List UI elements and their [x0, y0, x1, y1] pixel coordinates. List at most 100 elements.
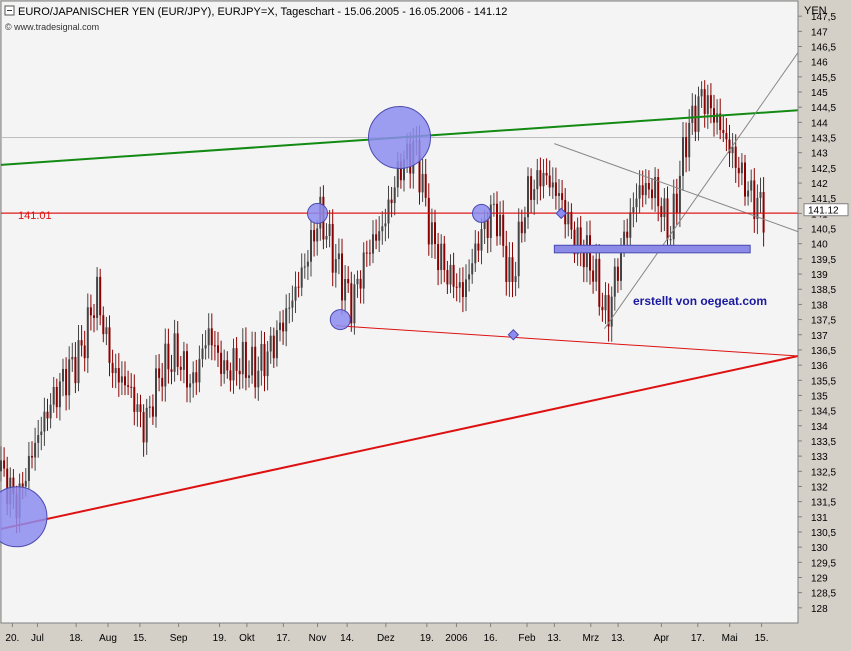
x-tick-label: 2006: [445, 633, 468, 644]
candle-body: [148, 406, 151, 408]
x-tick-label: 19.: [420, 633, 434, 644]
candle-body: [517, 221, 520, 277]
candle-body: [542, 172, 545, 187]
candle-body: [722, 129, 725, 134]
candle-body: [170, 369, 173, 372]
candle-body: [396, 161, 399, 188]
y-tick-label: 141,5: [811, 194, 836, 205]
candle-body: [384, 223, 387, 227]
last-price-badge: [803, 203, 849, 217]
candle-body: [263, 343, 266, 377]
candle-body: [260, 343, 263, 371]
red-lower-trendline: [335, 325, 799, 357]
candle-body: [158, 368, 161, 378]
y-tick-label: 138: [811, 300, 828, 311]
candle-body: [514, 276, 517, 283]
candle-body: [437, 244, 440, 271]
x-tick-label: Jul: [31, 633, 44, 644]
candle-body: [753, 180, 756, 220]
candle-body: [257, 370, 260, 388]
candle-body: [551, 182, 554, 188]
candle-body: [49, 404, 52, 419]
candle-body: [297, 286, 300, 288]
candle-body: [545, 172, 548, 176]
candle-body: [372, 234, 374, 254]
candle-body: [0, 460, 2, 472]
candle-body: [43, 411, 46, 432]
y-tick-label: 137,5: [811, 316, 836, 327]
candle-body: [142, 412, 145, 443]
candle-body: [229, 370, 232, 381]
candle-body: [186, 351, 188, 388]
candle-body: [598, 258, 601, 307]
candle-body: [365, 252, 368, 254]
candle-body: [359, 278, 362, 289]
candle-body: [496, 203, 498, 237]
candle-body: [120, 376, 123, 383]
x-tick-label: Sep: [170, 633, 188, 644]
candle-body: [241, 341, 244, 375]
candle-body: [167, 343, 170, 370]
candle-body: [675, 193, 678, 214]
candle-body: [607, 295, 610, 327]
red-support-trendline: [0, 355, 799, 530]
candle-body: [719, 113, 722, 130]
candle-body: [734, 146, 737, 168]
candle-body: [77, 340, 80, 384]
candle-body: [694, 105, 697, 132]
candle-body: [198, 359, 201, 383]
y-tick-label: 142,5: [811, 164, 836, 175]
candle-body: [502, 214, 505, 246]
candle-body: [697, 96, 700, 132]
candle-body: [62, 368, 64, 382]
candle-body: [641, 185, 644, 196]
candle-body: [210, 328, 213, 346]
y-tick-label: 132: [811, 482, 828, 493]
y-tick-label: 133: [811, 452, 828, 463]
x-tick-label: Mrz: [582, 633, 599, 644]
candle-body: [310, 230, 312, 262]
candle-body: [461, 282, 464, 297]
x-tick-label: 16.: [484, 633, 498, 644]
candle-body: [46, 411, 49, 419]
candle-body: [539, 170, 542, 187]
candle-body: [139, 404, 142, 413]
candle-body: [430, 222, 433, 245]
candle-body: [291, 300, 294, 308]
low-circle-june: [0, 486, 48, 548]
candle-body: [737, 167, 740, 174]
x-tick-label: Mai: [722, 633, 738, 644]
x-tick-label: Okt: [239, 633, 255, 644]
candle-body: [573, 229, 576, 255]
x-tick-label: Nov: [309, 633, 327, 644]
y-tick-label: 144,5: [811, 103, 836, 114]
candle-body: [740, 162, 743, 174]
candle-body: [251, 346, 254, 376]
x-tick-label: 17.: [276, 633, 290, 644]
y-tick-label: 144: [811, 118, 828, 129]
candle-body: [93, 315, 95, 318]
markers: [0, 106, 567, 548]
diamond-feb-141: [555, 207, 567, 220]
trendlines: [0, 52, 799, 530]
candle-body: [6, 468, 9, 505]
y-tick-label: 135: [811, 391, 828, 402]
candle-body: [682, 137, 684, 176]
circle-nov-137: [329, 309, 351, 331]
candle-body: [672, 193, 675, 240]
x-tick-label: 17.: [691, 633, 705, 644]
candle-body: [337, 253, 340, 260]
candle-body: [24, 480, 27, 487]
candle-body: [762, 192, 765, 233]
candle-body: [195, 372, 198, 383]
x-tick-label: 19.: [213, 633, 227, 644]
y-tick-label: 130: [811, 543, 828, 554]
candle-body: [192, 372, 195, 384]
candle-body: [709, 95, 712, 109]
y-tick-label: 138,5: [811, 285, 836, 296]
y-tick-label: 146,5: [811, 43, 836, 54]
candle-body: [651, 189, 653, 199]
candle-body: [759, 192, 762, 198]
